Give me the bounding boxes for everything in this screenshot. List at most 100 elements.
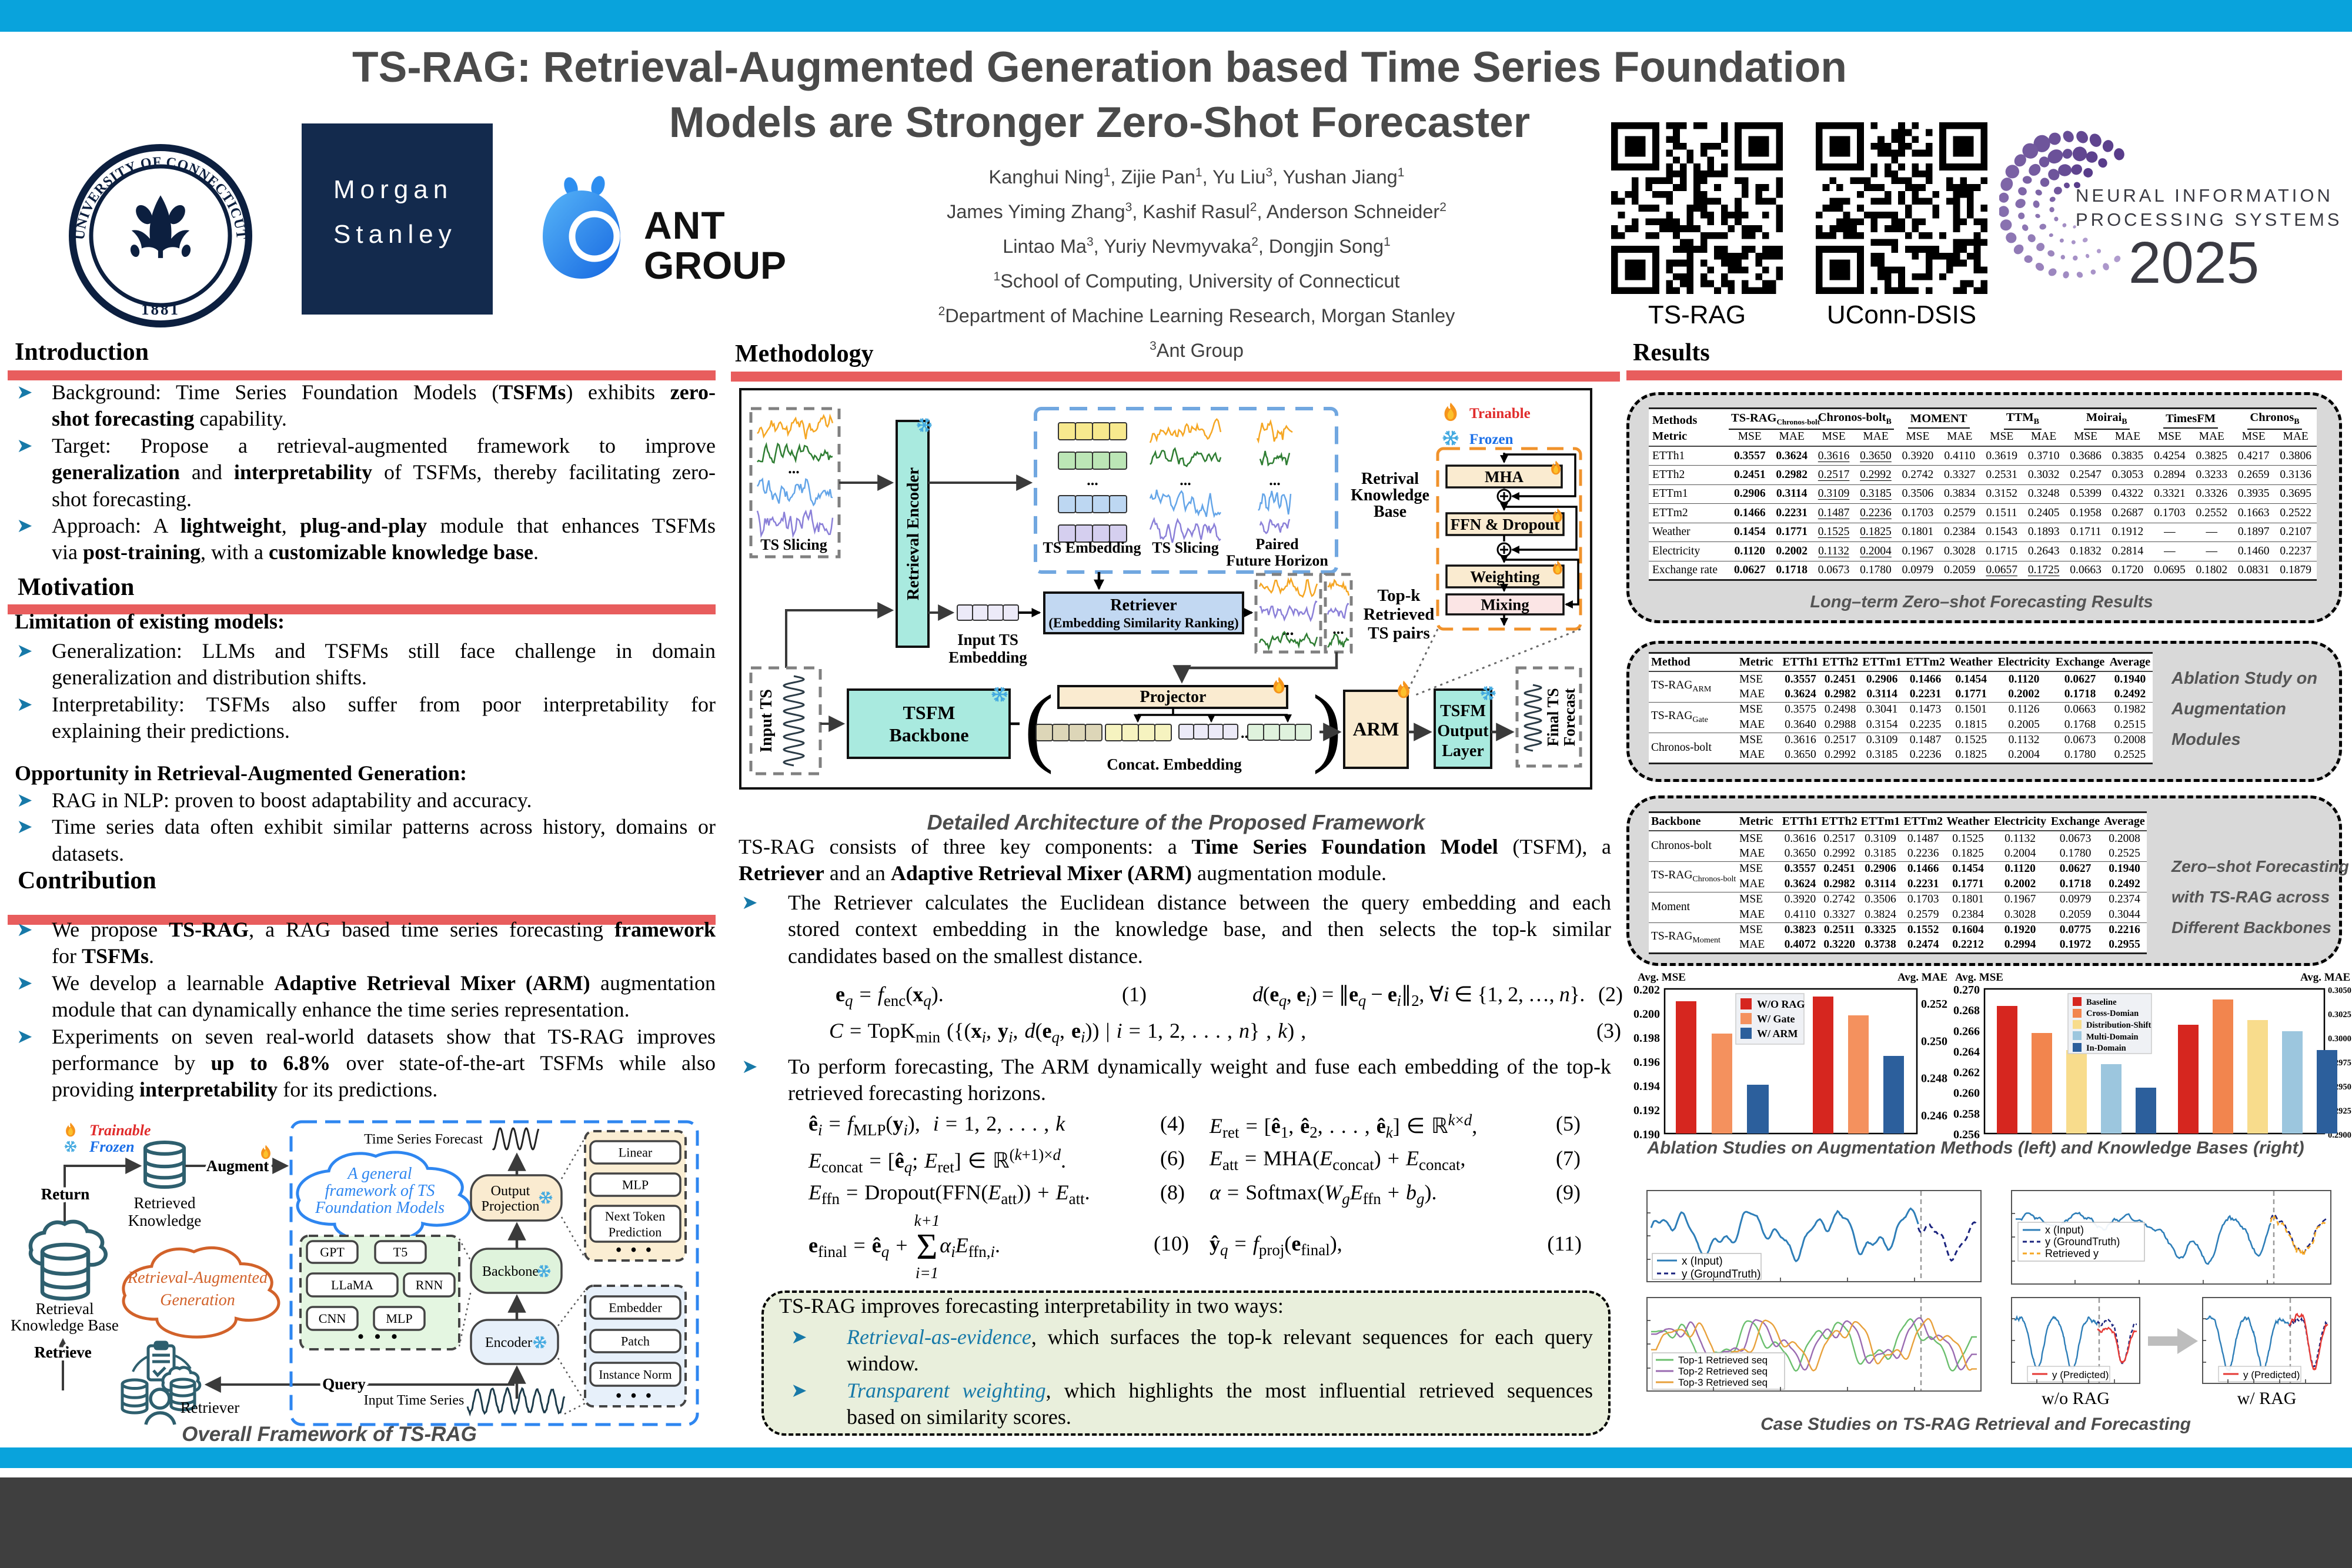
- svg-text:...: ...: [1180, 472, 1191, 489]
- svg-text:Retriever: Retriever: [181, 1399, 239, 1416]
- svg-text:0.258: 0.258: [1953, 1108, 1980, 1121]
- svg-text:0.266: 0.266: [1953, 1025, 1980, 1038]
- svg-text:Top-k: Top-k: [1377, 586, 1421, 605]
- svg-text:Retrieve: Retrieve: [34, 1343, 91, 1361]
- svg-text:0.248: 0.248: [1921, 1072, 1947, 1085]
- svg-text:TS Slicing: TS Slicing: [1152, 539, 1218, 556]
- svg-text:• • •: • • •: [358, 1327, 401, 1346]
- svg-text:0.264: 0.264: [1953, 1045, 1980, 1058]
- svg-text:0.262: 0.262: [1953, 1066, 1980, 1079]
- svg-text:Retrieval-Augmented: Retrieval-Augmented: [127, 1269, 268, 1287]
- svg-text:0.3050: 0.3050: [2328, 986, 2351, 995]
- svg-text:...: ...: [788, 460, 800, 477]
- svg-text:TSFM: TSFM: [903, 702, 956, 723]
- svg-text:LLaMA: LLaMA: [331, 1278, 373, 1292]
- svg-text:...: ...: [1269, 472, 1281, 489]
- svg-text:Input TS: Input TS: [957, 631, 1018, 648]
- svg-text:ANT: ANT: [644, 203, 726, 247]
- svg-text:Retrival: Retrival: [1361, 470, 1419, 488]
- svg-text:GROUP: GROUP: [644, 243, 786, 287]
- svg-text:0.256: 0.256: [1953, 1128, 1980, 1141]
- svg-text:Avg. MSE: Avg. MSE: [1638, 971, 1686, 984]
- svg-text:Retrieve: Retrieve: [34, 1343, 91, 1361]
- svg-text:Query: Query: [322, 1375, 366, 1393]
- svg-text:ARM: ARM: [1353, 719, 1399, 740]
- svg-text:framework of TS: framework of TS: [325, 1182, 435, 1200]
- svg-text:A general: A general: [346, 1165, 412, 1183]
- svg-text:Input TS: Input TS: [757, 689, 776, 753]
- svg-text:Retriever: Retriever: [1110, 596, 1177, 614]
- svg-text:W/ Gate: W/ Gate: [1757, 1013, 1795, 1025]
- svg-text:Multi-Domain: Multi-Domain: [2086, 1032, 2139, 1042]
- svg-text:Top-3 Retrieved seq: Top-3 Retrieved seq: [1678, 1377, 1768, 1388]
- svg-text:Backbone: Backbone: [889, 724, 968, 745]
- svg-text:0.250: 0.250: [1921, 1035, 1947, 1048]
- svg-text:UConn-DSIS: UConn-DSIS: [1827, 300, 1976, 329]
- svg-text:NEURAL INFORMATION: NEURAL INFORMATION: [2076, 185, 2333, 206]
- svg-text:FFN & Dropout: FFN & Dropout: [1451, 516, 1560, 533]
- svg-text:MLP: MLP: [386, 1311, 412, 1326]
- svg-text:PROCESSING SYSTEMS: PROCESSING SYSTEMS: [2076, 209, 2342, 230]
- svg-text:Retrieval: Retrieval: [36, 1300, 94, 1318]
- svg-text:TS pairs: TS pairs: [1368, 624, 1430, 643]
- svg-text:GPT: GPT: [320, 1245, 345, 1259]
- svg-text:0.268: 0.268: [1953, 1004, 1980, 1017]
- svg-text:Top-2 Retrieved seq: Top-2 Retrieved seq: [1678, 1366, 1768, 1377]
- svg-text:Return: Return: [41, 1185, 90, 1203]
- svg-text:Prediction: Prediction: [609, 1225, 662, 1239]
- svg-text:CNN: CNN: [319, 1311, 346, 1326]
- svg-text:• • •: • • •: [616, 1241, 654, 1259]
- svg-text:0.198: 0.198: [1633, 1032, 1660, 1045]
- svg-text:Avg. MSE: Avg. MSE: [1955, 971, 2003, 984]
- svg-text:0.246: 0.246: [1921, 1109, 1947, 1122]
- svg-text:...: ...: [1282, 621, 1294, 639]
- svg-text:Frozen: Frozen: [1469, 432, 1514, 447]
- svg-text:x (Input): x (Input): [1682, 1255, 1723, 1268]
- svg-text:y (Predicted): y (Predicted): [2052, 1369, 2109, 1380]
- svg-text:0.200: 0.200: [1633, 1008, 1660, 1021]
- svg-text:Mixing: Mixing: [1481, 596, 1529, 614]
- svg-text:Query: Query: [322, 1375, 366, 1393]
- svg-text:...: ...: [1087, 472, 1098, 489]
- svg-text:TSFM: TSFM: [1440, 702, 1486, 720]
- svg-text:Knowledge: Knowledge: [128, 1212, 201, 1229]
- svg-text:Return: Return: [41, 1185, 90, 1203]
- svg-text:1881: 1881: [141, 300, 180, 318]
- svg-text:0.202: 0.202: [1633, 984, 1660, 997]
- svg-text:Patch: Patch: [621, 1334, 650, 1349]
- svg-text:Instance Norm: Instance Norm: [599, 1368, 671, 1382]
- svg-text:0.192: 0.192: [1633, 1104, 1660, 1117]
- svg-text:0.270: 0.270: [1953, 984, 1980, 997]
- svg-text:Layer: Layer: [1442, 742, 1484, 760]
- svg-text:): ): [1312, 677, 1342, 775]
- svg-text:Embedder: Embedder: [609, 1300, 662, 1315]
- svg-text:Concat. Embedding: Concat. Embedding: [1107, 755, 1242, 773]
- svg-text:Output: Output: [1437, 722, 1489, 740]
- svg-text:MLP: MLP: [622, 1178, 649, 1192]
- svg-text:Forecast: Forecast: [1561, 688, 1578, 746]
- svg-text:W/ ARM: W/ ARM: [1757, 1028, 1798, 1039]
- svg-text:TS-RAG: TS-RAG: [1648, 300, 1746, 329]
- svg-text:Augment: Augment: [206, 1157, 269, 1175]
- svg-text:Weighting: Weighting: [1470, 568, 1540, 586]
- svg-text:...: ...: [1332, 620, 1344, 637]
- svg-text:Knowledge: Knowledge: [1351, 486, 1429, 504]
- svg-text:2025: 2025: [2129, 230, 2259, 296]
- svg-text:Distribution-Shift: Distribution-Shift: [2086, 1021, 2151, 1030]
- svg-text:0.252: 0.252: [1921, 998, 1947, 1011]
- svg-text:Augment: Augment: [206, 1157, 269, 1175]
- svg-text:Future Horizon: Future Horizon: [1226, 552, 1328, 569]
- svg-text:(Embedding Similarity Ranking): (Embedding Similarity Ranking): [1048, 616, 1238, 630]
- svg-text:Generation: Generation: [160, 1291, 235, 1309]
- svg-text:TS Slicing: TS Slicing: [760, 536, 827, 553]
- svg-text:0.3000: 0.3000: [2328, 1034, 2351, 1044]
- svg-text:Retrieval Encoder: Retrieval Encoder: [904, 467, 923, 600]
- svg-text:T5: T5: [393, 1245, 407, 1259]
- svg-text:Input Time Series: Input Time Series: [364, 1393, 465, 1408]
- svg-text:Embedding: Embedding: [948, 648, 1027, 666]
- svg-text:Trainable: Trainable: [89, 1122, 151, 1139]
- svg-text:Avg. MAE: Avg. MAE: [1897, 971, 1947, 984]
- svg-text:x (Input): x (Input): [2045, 1224, 2084, 1236]
- svg-text:• • •: • • •: [616, 1387, 654, 1405]
- svg-text:y (GroundTruth): y (GroundTruth): [2045, 1236, 2120, 1248]
